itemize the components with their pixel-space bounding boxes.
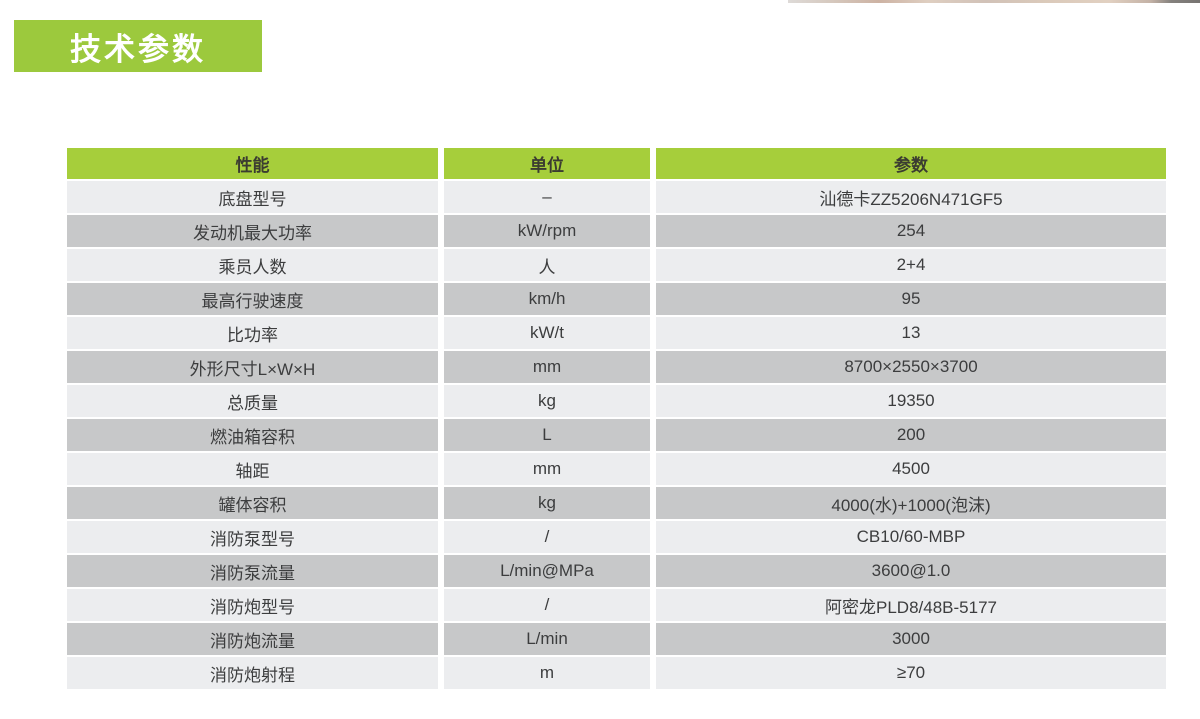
spec-value-cell: 3600@1.0	[656, 555, 1166, 587]
spec-name-cell: 总质量	[67, 385, 438, 417]
spec-unit-cell: mm	[444, 351, 650, 383]
header-performance: 性能	[67, 148, 438, 179]
spec-unit-cell: 人	[444, 249, 650, 281]
spec-value-cell: 8700×2550×3700	[656, 351, 1166, 383]
table-header-row: 性能 单位 参数	[67, 148, 1166, 179]
spec-unit-cell: kg	[444, 385, 650, 417]
table-row: 轴距 mm 4500	[67, 453, 1166, 485]
spec-unit-cell: kW/t	[444, 317, 650, 349]
header-parameter: 参数	[656, 148, 1166, 179]
spec-table: 性能 单位 参数 底盘型号 – 汕德卡ZZ5206N471GF5 发动机最大功率…	[67, 148, 1166, 689]
spec-name-cell: 燃油箱容积	[67, 419, 438, 451]
spec-unit-cell: kW/rpm	[444, 215, 650, 247]
spec-value-cell: 阿密龙PLD8/48B-5177	[656, 589, 1166, 621]
spec-name-cell: 消防泵流量	[67, 555, 438, 587]
table-row: 消防炮流量 L/min 3000	[67, 623, 1166, 655]
spec-value-cell: 3000	[656, 623, 1166, 655]
spec-name-cell: 轴距	[67, 453, 438, 485]
spec-unit-cell: /	[444, 589, 650, 621]
table-row: 消防泵型号 / CB10/60-MBP	[67, 521, 1166, 553]
spec-unit-cell: m	[444, 657, 650, 689]
spec-value-cell: 2+4	[656, 249, 1166, 281]
table-row: 燃油箱容积 L 200	[67, 419, 1166, 451]
spec-unit-cell: L	[444, 419, 650, 451]
table-row: 总质量 kg 19350	[67, 385, 1166, 417]
spec-unit-cell: /	[444, 521, 650, 553]
spec-unit-cell: mm	[444, 453, 650, 485]
spec-value-cell: 汕德卡ZZ5206N471GF5	[656, 181, 1166, 213]
spec-value-cell: CB10/60-MBP	[656, 521, 1166, 553]
table-row: 发动机最大功率 kW/rpm 254	[67, 215, 1166, 247]
table-row: 消防炮型号 / 阿密龙PLD8/48B-5177	[67, 589, 1166, 621]
cropped-photo-edge	[788, 0, 1200, 3]
spec-name-cell: 消防泵型号	[67, 521, 438, 553]
spec-name-cell: 外形尺寸L×W×H	[67, 351, 438, 383]
spec-name-cell: 消防炮型号	[67, 589, 438, 621]
spec-name-cell: 发动机最大功率	[67, 215, 438, 247]
table-row: 比功率 kW/t 13	[67, 317, 1166, 349]
table-row: 消防泵流量 L/min@MPa 3600@1.0	[67, 555, 1166, 587]
spec-unit-cell: km/h	[444, 283, 650, 315]
spec-name-cell: 比功率	[67, 317, 438, 349]
header-unit: 单位	[444, 148, 650, 179]
spec-value-cell: 254	[656, 215, 1166, 247]
spec-value-cell: 95	[656, 283, 1166, 315]
spec-name-cell: 最高行驶速度	[67, 283, 438, 315]
spec-unit-cell: L/min@MPa	[444, 555, 650, 587]
table-row: 消防炮射程 m ≥70	[67, 657, 1166, 689]
spec-name-cell: 乘员人数	[67, 249, 438, 281]
spec-value-cell: 4500	[656, 453, 1166, 485]
spec-value-cell: 19350	[656, 385, 1166, 417]
table-row: 乘员人数 人 2+4	[67, 249, 1166, 281]
table-row: 外形尺寸L×W×H mm 8700×2550×3700	[67, 351, 1166, 383]
table-row: 最高行驶速度 km/h 95	[67, 283, 1166, 315]
spec-unit-cell: L/min	[444, 623, 650, 655]
spec-name-cell: 消防炮流量	[67, 623, 438, 655]
table-row: 罐体容积 kg 4000(水)+1000(泡沫)	[67, 487, 1166, 519]
section-title-badge: 技术参数	[14, 20, 262, 72]
spec-name-cell: 底盘型号	[67, 181, 438, 213]
spec-name-cell: 罐体容积	[67, 487, 438, 519]
spec-unit-cell: –	[444, 181, 650, 213]
spec-unit-cell: kg	[444, 487, 650, 519]
spec-name-cell: 消防炮射程	[67, 657, 438, 689]
table-row: 底盘型号 – 汕德卡ZZ5206N471GF5	[67, 181, 1166, 213]
spec-value-cell: ≥70	[656, 657, 1166, 689]
spec-value-cell: 13	[656, 317, 1166, 349]
spec-value-cell: 4000(水)+1000(泡沫)	[656, 487, 1166, 519]
spec-value-cell: 200	[656, 419, 1166, 451]
